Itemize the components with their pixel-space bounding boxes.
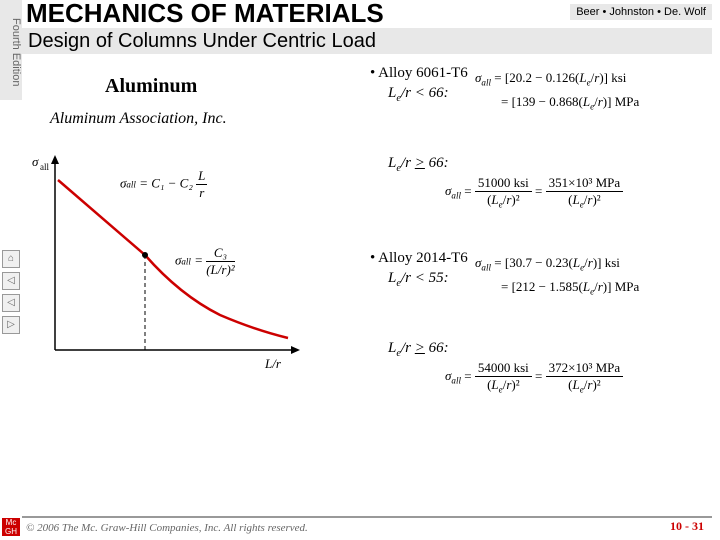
page-title: MECHANICS OF MATERIALS: [26, 0, 384, 29]
copyright: © 2006 The Mc. Graw-Hill Companies, Inc.…: [26, 522, 308, 534]
nav-icons: ⌂ ◁ ◁ ▷: [2, 250, 22, 338]
alloy1-eq2: σall = 51000 ksi(Le/r)² = 351×10³ MPa(Le…: [445, 175, 623, 210]
alloy2-bullet: • Alloy 2014-T6: [370, 250, 468, 267]
alloy1-cond1: Le/r < 66:: [388, 85, 449, 104]
alloy2-cond1: Le/r < 55:: [388, 270, 449, 289]
next-icon[interactable]: ▷: [2, 316, 20, 334]
alloy2-eq1: σall = [30.7 − 0.23(Le/r)] ksi = [212 − …: [475, 255, 639, 296]
section-subheading: Aluminum Association, Inc.: [50, 110, 227, 128]
subtitle: Design of Columns Under Centric Load: [22, 28, 712, 54]
home-icon[interactable]: ⌂: [2, 250, 20, 268]
section-heading: Aluminum: [105, 75, 197, 98]
back-icon[interactable]: ◁: [2, 272, 20, 290]
allowable-stress-chart: σ all L/r σall = C₁ − C₂ Lr σall = C₃(L/…: [30, 150, 310, 380]
svg-text:L/r: L/r: [264, 356, 282, 371]
header: MECHANICS OF MATERIALS Beer • Johnston •…: [22, 0, 720, 30]
alloy1-bullet: • Alloy 6061-T6: [370, 65, 468, 82]
page-number: 10 - 31: [670, 519, 704, 534]
svg-text:σ: σ: [32, 154, 39, 169]
footer: © 2006 The Mc. Graw-Hill Companies, Inc.…: [22, 516, 712, 536]
alloy1-cond2: Le/r > 66:: [388, 155, 449, 174]
svg-text:all: all: [40, 162, 49, 172]
alloy1-eq1: σall = [20.2 − 0.126(Le/r)] ksi = [139 −…: [475, 70, 639, 111]
publisher-logo: McGH: [2, 518, 20, 536]
alloy2-cond2: Le/r > 66:: [388, 340, 449, 359]
authors: Beer • Johnston • De. Wolf: [570, 4, 712, 20]
alloy2-eq2: σall = 54000 ksi(Le/r)² = 372×10³ MPa(Le…: [445, 360, 623, 395]
edition-tab: Fourth Edition: [0, 0, 22, 100]
prev-icon[interactable]: ◁: [2, 294, 20, 312]
